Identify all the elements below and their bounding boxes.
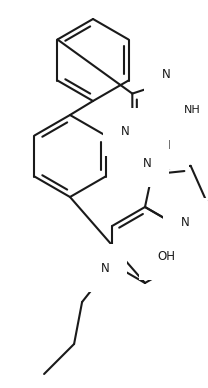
Text: OH: OH [157, 249, 175, 263]
Text: N: N [162, 139, 171, 152]
Text: N: N [181, 215, 189, 229]
Text: N: N [142, 157, 151, 170]
Text: N: N [162, 68, 171, 81]
Text: N: N [101, 262, 110, 274]
Text: N: N [121, 125, 130, 138]
Text: NH: NH [184, 105, 200, 115]
